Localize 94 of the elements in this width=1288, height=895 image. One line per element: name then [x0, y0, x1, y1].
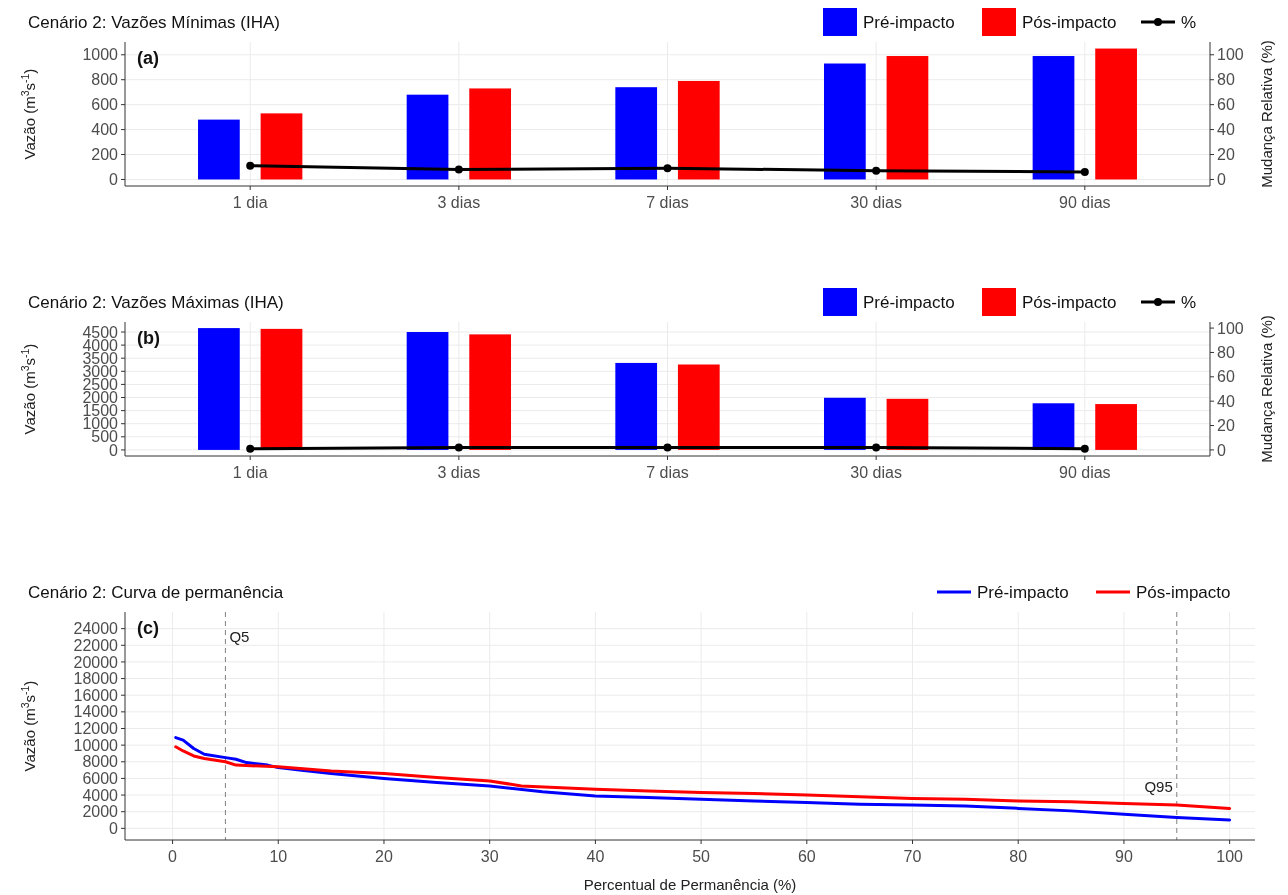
x-tick-label: 40 [586, 848, 605, 865]
ref-line-label: Q5 [229, 628, 250, 645]
x-tick-label: 90 [1115, 848, 1133, 865]
y-tick-label: 1000 [82, 46, 119, 64]
legend-label: % [1181, 12, 1197, 32]
y-tick-label: 600 [91, 96, 119, 114]
y-tick-label: 800 [91, 71, 119, 89]
bar [198, 328, 240, 450]
y2-tick-label: 40 [1217, 121, 1235, 139]
annotation: (c) [137, 618, 159, 638]
y2-tick-label: 0 [1217, 441, 1226, 459]
bar [615, 87, 658, 180]
bar [198, 119, 240, 180]
y2-tick-label: 40 [1217, 392, 1235, 410]
annotation: (b) [137, 328, 160, 348]
x-tick-label: 0 [168, 848, 178, 865]
x-tick-label: 3 dias [437, 464, 481, 481]
y-tick-label: 24000 [73, 620, 119, 638]
x-tick-label: 30 dias [850, 464, 902, 481]
legend-label: Pré-impacto [977, 582, 1069, 602]
y-tick-label: 0 [109, 171, 119, 189]
y2-tick-label: 100 [1217, 46, 1244, 64]
legend-label: Pós-impacto [1022, 12, 1117, 32]
legend-label: Pré-impacto [863, 12, 955, 32]
x-tick-label: 1 dia [232, 194, 268, 211]
bar [469, 88, 512, 180]
x-tick-label: 20 [375, 848, 393, 865]
y-tick-label: 400 [91, 121, 119, 139]
x-tick-label: 50 [692, 848, 711, 865]
x-tick-label: 10 [269, 848, 288, 865]
y2-tick-label: 20 [1217, 146, 1235, 164]
x-tick-label: 90 dias [1059, 194, 1111, 211]
x-tick-label: 1 dia [232, 464, 268, 481]
bar [886, 56, 929, 180]
x-tick-label: 30 dias [850, 194, 902, 211]
y-tick-label: 0 [109, 819, 119, 837]
y2-tick-label: 80 [1217, 344, 1235, 362]
y2-tick-label: 100 [1217, 319, 1244, 337]
x-tick-label: 3 dias [437, 194, 481, 211]
x-tick-label: 90 dias [1059, 464, 1111, 481]
bar [1095, 48, 1137, 180]
y2-tick-label: 60 [1217, 96, 1235, 114]
bar [823, 397, 866, 450]
y2-axis-title: Mudança Relativa (%) [1258, 40, 1275, 188]
bar [406, 332, 449, 450]
y2-tick-label: 20 [1217, 417, 1235, 435]
y-tick-label: 20000 [73, 653, 119, 671]
bar [615, 362, 658, 450]
bar [260, 328, 303, 450]
y-tick-label: 4000 [82, 786, 119, 804]
legend-label: Pós-impacto [1022, 292, 1117, 312]
x-tick-label: 7 dias [646, 464, 689, 481]
y2-tick-label: 80 [1217, 71, 1235, 89]
y-tick-label: 2000 [82, 803, 119, 821]
bar [886, 398, 929, 450]
chart-title: Cenário 2: Vazões Mínimas (IHA) [28, 13, 280, 32]
bar [823, 63, 866, 180]
x-tick-label: 100 [1216, 848, 1244, 865]
y-tick-label: 18000 [73, 670, 119, 688]
bar [406, 94, 449, 180]
bar [1032, 56, 1075, 180]
bar [677, 364, 720, 450]
y-tick-label: 12000 [73, 720, 119, 738]
y-tick-label: 16000 [73, 686, 119, 704]
bar [677, 80, 720, 180]
bar [1032, 403, 1075, 450]
line-series [174, 736, 1232, 822]
bar [1095, 404, 1137, 450]
x-axis-title: Percentual de Permanência (%) [583, 876, 797, 893]
y-tick-label: 6000 [82, 770, 119, 788]
x-tick-label: 30 [480, 848, 499, 865]
x-tick-label: 80 [1009, 848, 1028, 865]
chart-title: Cenário 2: Vazões Máximas (IHA) [28, 293, 284, 312]
chart-title: Cenário 2: Curva de permanência [28, 583, 284, 602]
y-tick-label: 22000 [73, 636, 119, 654]
y-tick-label: 14000 [73, 703, 119, 721]
y2-tick-label: 60 [1217, 368, 1235, 386]
legend-label: Pós-impacto [1136, 582, 1231, 602]
y-tick-label: 0 [109, 441, 119, 459]
y2-axis-title: Mudança Relativa (%) [1258, 315, 1275, 463]
y-tick-label: 200 [91, 146, 119, 164]
legend-label: % [1181, 292, 1197, 312]
annotation: (a) [137, 48, 159, 68]
y2-tick-label: 0 [1217, 171, 1226, 189]
bar [469, 334, 512, 450]
y-tick-label: 8000 [82, 753, 119, 771]
bar [260, 113, 303, 180]
x-tick-label: 7 dias [646, 194, 689, 211]
ref-line-label: Q95 [1144, 778, 1173, 795]
y-tick-label: 10000 [73, 736, 119, 754]
x-tick-label: 60 [797, 848, 816, 865]
legend-label: Pré-impacto [863, 292, 955, 312]
line-series [174, 745, 1232, 810]
x-tick-label: 70 [903, 848, 922, 865]
